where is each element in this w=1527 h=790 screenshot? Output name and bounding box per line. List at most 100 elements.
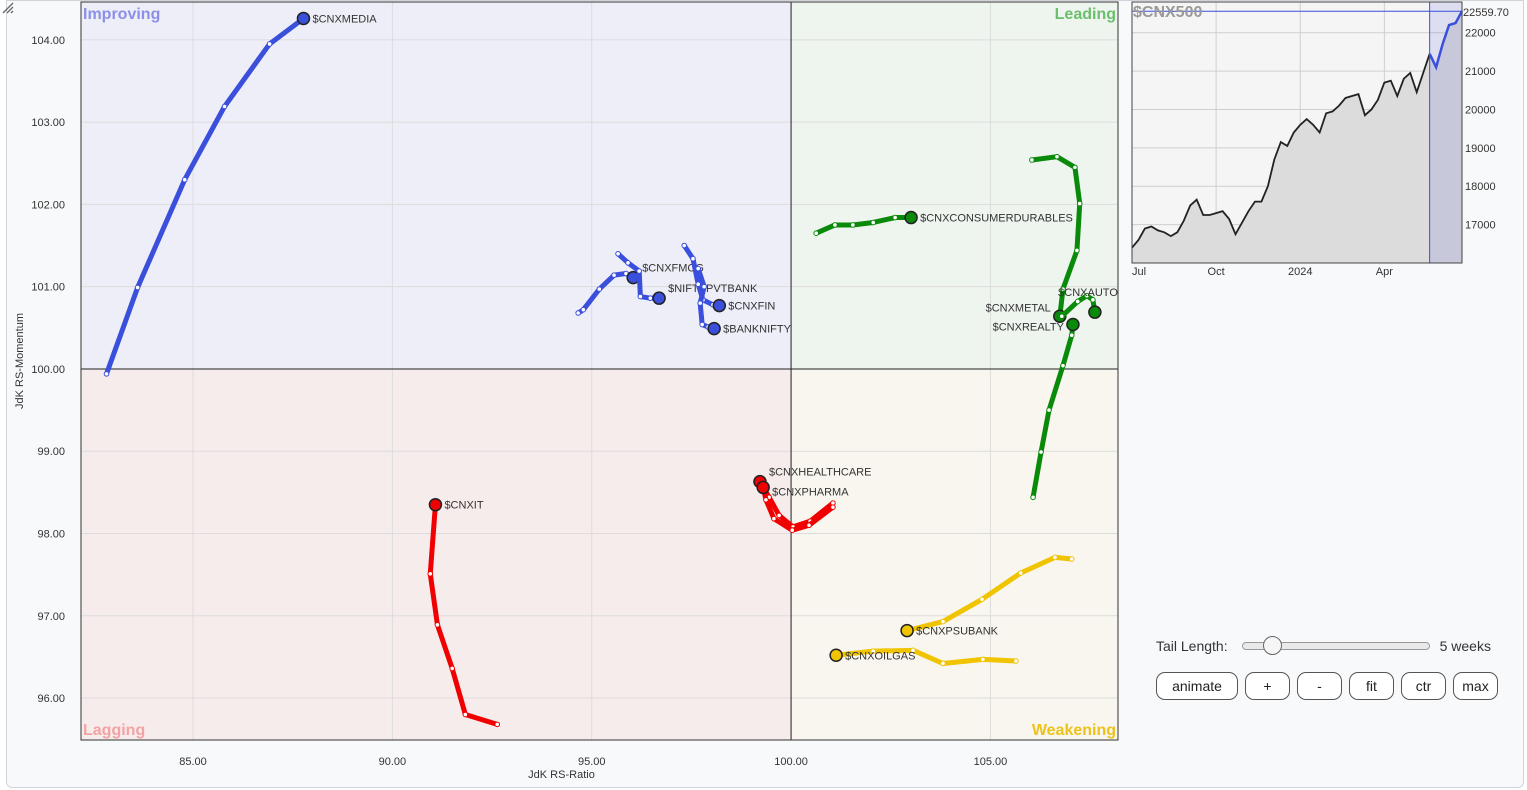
series-head-point[interactable] bbox=[1066, 317, 1080, 332]
tail-point[interactable] bbox=[596, 286, 603, 292]
series-cnxit[interactable]: $CNXIT bbox=[427, 497, 501, 728]
tail-point[interactable] bbox=[830, 504, 836, 510]
tail-point[interactable] bbox=[647, 295, 654, 301]
tail-length-slider-thumb[interactable] bbox=[1262, 636, 1282, 655]
animate-button[interactable]: animate bbox=[1156, 672, 1238, 700]
tail-point[interactable] bbox=[1074, 247, 1080, 254]
tail-point[interactable] bbox=[940, 618, 946, 625]
tail-point[interactable] bbox=[1058, 313, 1065, 320]
tail-point[interactable] bbox=[103, 371, 110, 377]
series-tail bbox=[904, 554, 1075, 634]
tail-point[interactable] bbox=[850, 222, 856, 228]
series-niftypvtbank[interactable]: $NIFTYPVTBANK bbox=[615, 250, 758, 305]
tail-point[interactable] bbox=[870, 219, 877, 226]
tail-point[interactable] bbox=[494, 721, 501, 728]
tail-point[interactable] bbox=[181, 176, 188, 183]
series-head-point[interactable] bbox=[829, 648, 843, 663]
tail-point[interactable] bbox=[699, 321, 705, 328]
tail-point[interactable] bbox=[636, 268, 642, 274]
tail-point[interactable] bbox=[266, 41, 273, 47]
resize-grip-icon[interactable] bbox=[0, 0, 14, 14]
tail-point[interactable] bbox=[701, 283, 707, 290]
tail-point[interactable] bbox=[1052, 554, 1058, 561]
series-cnxpharma[interactable]: $CNXPHARMA bbox=[756, 480, 849, 534]
maximize-button[interactable]: max bbox=[1453, 672, 1498, 700]
quadrant-leading bbox=[791, 2, 1118, 369]
series-cnxmedia[interactable]: $CNXMEDIA bbox=[103, 11, 377, 377]
tail-point[interactable] bbox=[1074, 298, 1081, 305]
series-head-point[interactable] bbox=[652, 291, 666, 305]
series-head-point[interactable] bbox=[756, 480, 770, 495]
tail-point[interactable] bbox=[134, 284, 141, 291]
series-cnxpsubank[interactable]: $CNXPSUBANK bbox=[900, 554, 1075, 638]
tail-point[interactable] bbox=[462, 711, 469, 718]
tail-point[interactable] bbox=[806, 522, 812, 529]
tail-point[interactable] bbox=[776, 512, 782, 519]
tail-point[interactable] bbox=[1017, 570, 1024, 576]
series-cnxconsumerdurables[interactable]: $CNXCONSUMERDURABLES bbox=[813, 210, 1073, 236]
zoom-out-button[interactable]: - bbox=[1297, 672, 1342, 700]
series-cnxauto[interactable]: $CNXAUTO bbox=[1058, 287, 1118, 320]
tail-point[interactable] bbox=[892, 214, 898, 221]
tail-point[interactable] bbox=[625, 260, 631, 266]
tail-point[interactable] bbox=[681, 242, 688, 249]
tail-point[interactable] bbox=[832, 222, 838, 228]
zoom-in-button[interactable]: + bbox=[1245, 672, 1290, 700]
tail-length-slider[interactable] bbox=[1241, 636, 1430, 655]
tail-point[interactable] bbox=[434, 622, 441, 628]
tail-point[interactable] bbox=[615, 250, 621, 257]
tail-point[interactable] bbox=[427, 571, 434, 577]
tail-point[interactable] bbox=[980, 656, 986, 663]
series-head-point[interactable] bbox=[904, 210, 918, 225]
tail-point[interactable] bbox=[1046, 407, 1052, 413]
series-cnxmetal[interactable]: $CNXMETAL bbox=[986, 153, 1083, 324]
tail-point[interactable] bbox=[1084, 292, 1090, 299]
series-cnxrealty[interactable]: $CNXREALTY bbox=[993, 317, 1080, 501]
tail-point[interactable] bbox=[771, 515, 777, 522]
tail-point[interactable] bbox=[697, 300, 703, 306]
tail-point[interactable] bbox=[1030, 494, 1036, 501]
tail-point[interactable] bbox=[1090, 297, 1096, 303]
benchmark-x-tick: 2024 bbox=[1288, 266, 1312, 278]
fit-button[interactable]: fit bbox=[1349, 672, 1394, 700]
series-banknifty[interactable]: $BANKNIFTY bbox=[695, 265, 792, 336]
tail-point[interactable] bbox=[1038, 449, 1044, 455]
tail-point[interactable] bbox=[1013, 658, 1019, 664]
center-button[interactable]: ctr bbox=[1401, 672, 1446, 700]
tail-point[interactable] bbox=[1068, 556, 1075, 562]
tail-point[interactable] bbox=[1076, 200, 1083, 207]
tail-point[interactable] bbox=[221, 103, 228, 110]
series-cnxoilgas[interactable]: $CNXOILGAS bbox=[829, 647, 1019, 667]
tail-point[interactable] bbox=[940, 660, 946, 667]
tail-point[interactable] bbox=[1029, 157, 1035, 163]
y-tick-label: 99.00 bbox=[37, 446, 65, 458]
tail-point[interactable] bbox=[1054, 153, 1060, 160]
tail-point[interactable] bbox=[695, 265, 701, 272]
tail-point[interactable] bbox=[580, 306, 587, 313]
series-head-point[interactable] bbox=[712, 298, 727, 313]
tail-point[interactable] bbox=[611, 272, 617, 278]
tail-point[interactable] bbox=[637, 293, 644, 300]
series-head-point[interactable] bbox=[900, 623, 914, 638]
tail-point[interactable] bbox=[1068, 332, 1075, 339]
tail-point[interactable] bbox=[813, 230, 819, 236]
tail-point[interactable] bbox=[789, 527, 796, 534]
tail-point[interactable] bbox=[979, 596, 985, 603]
tail-point[interactable] bbox=[1072, 164, 1078, 171]
y-tick-label: 100.00 bbox=[31, 364, 65, 376]
tail-point[interactable] bbox=[1060, 362, 1066, 369]
benchmark-title: $CNX500 bbox=[1133, 4, 1202, 21]
series-head-point[interactable] bbox=[428, 497, 443, 512]
tail-point[interactable] bbox=[690, 255, 696, 262]
tail-point[interactable] bbox=[575, 310, 581, 316]
tail-point[interactable] bbox=[870, 648, 877, 654]
series-head-point[interactable] bbox=[1088, 305, 1102, 319]
tail-point[interactable] bbox=[1060, 286, 1066, 292]
tail-point[interactable] bbox=[763, 496, 769, 503]
tail-point[interactable] bbox=[695, 281, 701, 288]
series-head-point[interactable] bbox=[296, 11, 311, 26]
tail-point[interactable] bbox=[910, 647, 916, 654]
series-head-point[interactable] bbox=[707, 321, 721, 336]
tail-point[interactable] bbox=[449, 665, 455, 672]
series-cnxfmcg[interactable]: $CNXFMCG bbox=[575, 263, 704, 316]
